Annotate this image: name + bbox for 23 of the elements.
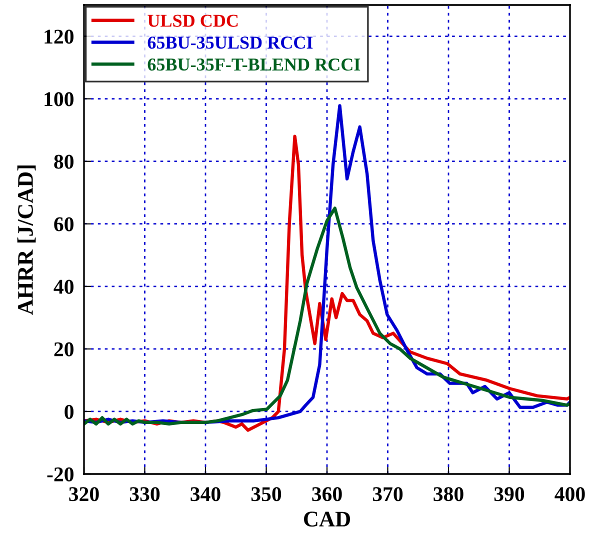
y-tick-label: 120 <box>44 30 74 44</box>
x-tick-label: 360 <box>312 487 342 502</box>
y-tick-label: 0 <box>64 404 74 419</box>
legend-label: 65BU-35ULSD RCCI <box>148 36 313 49</box>
y-axis-title: AHRR [J/CAD] <box>17 166 36 315</box>
x-tick-label: 400 <box>554 487 585 502</box>
y-tick-label: 60 <box>54 217 74 232</box>
x-tick-label: 330 <box>130 487 160 502</box>
line-series <box>84 206 570 426</box>
x-tick-label: 350 <box>251 487 282 502</box>
x-tick-label: 370 <box>372 487 403 502</box>
y-tick-label: 100 <box>44 92 74 106</box>
y-tick-label: 40 <box>54 280 74 294</box>
y-tick-label: -20 <box>47 467 74 482</box>
x-tick-label: 320 <box>69 487 99 502</box>
legend-label: 65BU-35F-T-BLEND RCCI <box>148 58 360 71</box>
x-axis-title: CAD <box>304 512 350 527</box>
legend-label: ULSD CDC <box>148 14 238 27</box>
x-tick-label: 380 <box>434 487 464 502</box>
x-tick-label: 340 <box>190 487 220 502</box>
x-tick-label: 390 <box>494 487 524 502</box>
y-tick-label: 80 <box>54 154 74 169</box>
y-tick-label: 20 <box>54 342 74 356</box>
